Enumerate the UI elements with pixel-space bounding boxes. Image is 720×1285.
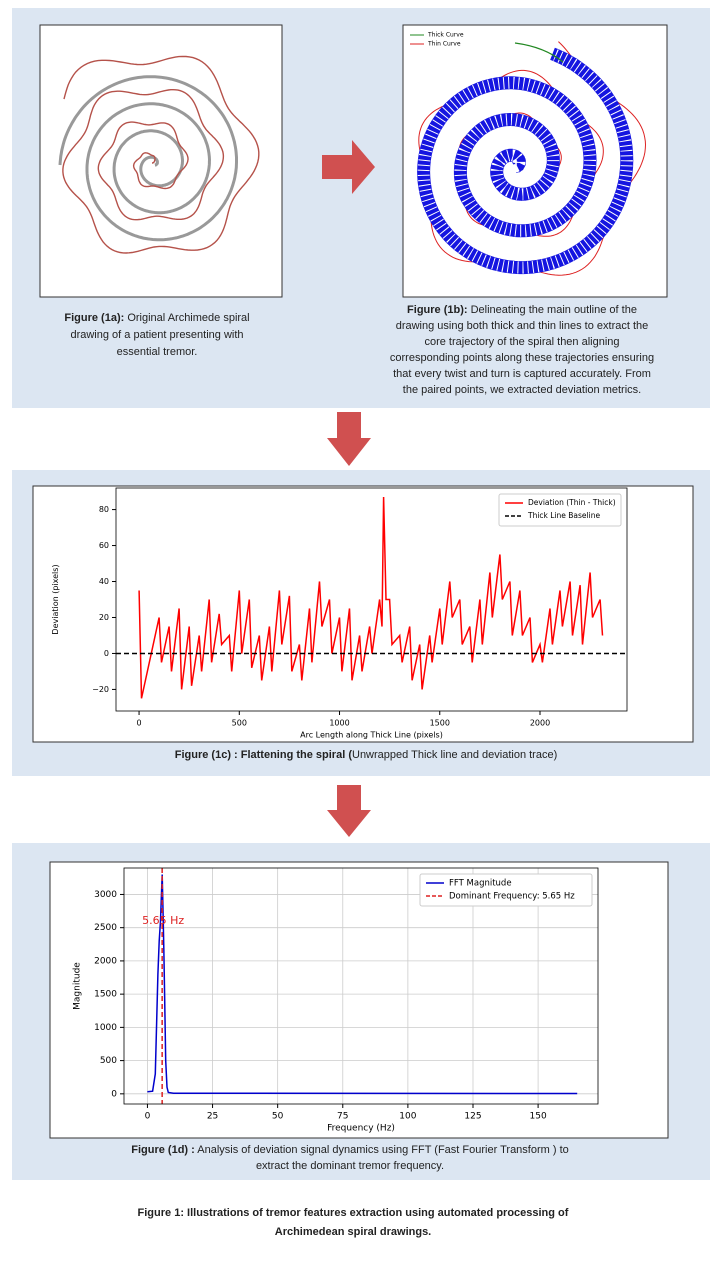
annotation: 5.65 Hz [142, 914, 184, 927]
y-tick-label: 20 [99, 613, 109, 622]
arrow [327, 412, 371, 466]
y-tick-label: 1500 [94, 990, 117, 1000]
caption-text: essential tremor. [117, 346, 198, 358]
caption-text: Analysis of deviation signal dynamics us… [195, 1144, 569, 1156]
y-tick-label: 3000 [94, 890, 117, 900]
thick-curve-tail [514, 42, 564, 63]
caption: core trajectory of the spiral then align… [424, 336, 619, 348]
caption: Figure (1c) : Flattening the spiral (Unw… [175, 749, 558, 761]
image-1a [39, 24, 283, 298]
data-line [138, 496, 604, 699]
legend-label: Thick Line Baseline [527, 511, 600, 520]
y-tick-label: 2000 [94, 956, 117, 966]
y-axis-label: Magnitude [73, 962, 83, 1010]
x-tick-label: 1000 [329, 719, 349, 728]
figure-caption: Archimedean spiral drawings. [275, 1226, 432, 1238]
y-tick-label: 0 [111, 1089, 117, 1099]
caption-text: the paired points, we extracted deviatio… [403, 384, 641, 396]
caption-label: Figure (1b): [407, 304, 468, 316]
legend [498, 493, 622, 527]
arrow [327, 785, 371, 837]
chart-frame [49, 861, 669, 1139]
x-tick-label: 500 [232, 719, 247, 728]
y-tick-label: 500 [100, 1056, 117, 1066]
caption: essential tremor. [117, 346, 198, 358]
legend-label: Thin Curve [427, 41, 461, 48]
legend-label: FFT Magnitude [449, 879, 512, 889]
caption: corresponding points along these traject… [390, 352, 654, 364]
caption: that every twist and turn is captured ac… [393, 368, 651, 380]
legend-label: Deviation (Thin - Thick) [528, 498, 616, 507]
x-tick-label: 150 [530, 1112, 547, 1122]
caption-text: that every twist and turn is captured ac… [393, 368, 651, 380]
caption-text: core trajectory of the spiral then align… [424, 336, 619, 348]
plot-frame [123, 867, 599, 1105]
x-tick-label: 50 [272, 1112, 284, 1122]
caption: drawing using both thick and thin lines … [396, 320, 649, 332]
caption: drawing of a patient presenting with [70, 329, 243, 341]
y-tick-label: 60 [99, 541, 109, 550]
arrow [322, 140, 375, 194]
x-tick-label: 125 [464, 1112, 481, 1122]
y-tick-label: 2500 [94, 923, 117, 933]
y-tick-label: −20 [92, 685, 109, 694]
caption-text: Delineating the main outline of the [468, 304, 637, 316]
y-tick-label: 40 [99, 577, 109, 586]
caption-text: corresponding points along these traject… [390, 352, 654, 364]
x-tick-label: 1500 [430, 719, 450, 728]
x-tick-label: 2000 [530, 719, 550, 728]
caption-text: extract the dominant tremor frequency. [256, 1160, 444, 1172]
caption-text: Unwrapped Thick line and deviation trace… [352, 749, 557, 761]
y-tick-label: 1000 [94, 1023, 117, 1033]
spiral-drawings [58, 41, 647, 276]
legend [419, 873, 593, 907]
x-axis-label: Arc Length along Thick Line (pixels) [300, 731, 443, 740]
figure-caption: Figure 1: Illustrations of tremor featur… [138, 1207, 569, 1219]
x-tick-label: 100 [399, 1112, 416, 1122]
x-axis-label: Frequency (Hz) [327, 1124, 395, 1134]
caption: Figure (1a): Original Archimede spiral [64, 312, 249, 324]
x-tick-label: 75 [337, 1112, 348, 1122]
plot-frame [115, 487, 628, 712]
y-tick-label: 0 [104, 649, 109, 658]
caption-text: Original Archimede spiral [124, 312, 249, 324]
caption-label: Figure (1a): [64, 312, 124, 324]
legend-label: Thick Curve [427, 32, 464, 39]
caption: Figure (1b): Delineating the main outlin… [407, 304, 637, 316]
spiral [58, 75, 238, 242]
x-tick-label: 25 [207, 1112, 218, 1122]
caption-text: drawing of a patient presenting with [70, 329, 243, 341]
y-axis-label: Deviation (pixels) [51, 564, 60, 634]
pairing-lines [417, 48, 633, 274]
legend-label: Dominant Frequency: 5.65 Hz [449, 892, 575, 902]
x-tick-label: 0 [137, 719, 142, 728]
caption-label: Figure (1d) : [131, 1144, 195, 1156]
caption-text: drawing using both thick and thin lines … [396, 320, 649, 332]
tremor-trace [62, 55, 260, 254]
caption-label: Figure (1c) : Flattening the spiral ( [175, 749, 353, 761]
caption: extract the dominant tremor frequency. [256, 1160, 444, 1172]
chart-frame [32, 485, 694, 743]
caption: the paired points, we extracted deviatio… [403, 384, 641, 396]
x-tick-label: 0 [145, 1112, 151, 1122]
caption: Figure (1d) : Analysis of deviation sign… [131, 1144, 569, 1156]
y-tick-label: 80 [99, 505, 109, 514]
